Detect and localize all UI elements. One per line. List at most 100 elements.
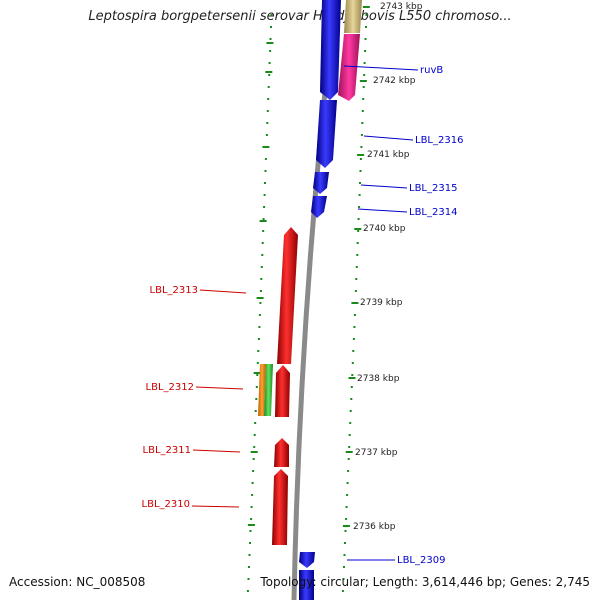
- scale-dot: [343, 566, 345, 568]
- scale-dot: [359, 158, 362, 160]
- gene-tan[interactable]: [344, 0, 362, 33]
- scale-dot: [345, 506, 348, 508]
- gene-label: LBL_2312: [146, 382, 194, 393]
- gene-blue-5[interactable]: [299, 552, 315, 568]
- gene-red-4[interactable]: [272, 469, 288, 545]
- scale-dot: [358, 206, 361, 208]
- kbp-label: 2740 kbp: [363, 224, 406, 234]
- scale-dot: [256, 374, 259, 376]
- scale-dot: [352, 350, 355, 352]
- scale-dot: [360, 146, 363, 148]
- gene-label: LBL_2314: [409, 207, 457, 218]
- scale-dot: [363, 62, 366, 64]
- gene-green[interactable]: [264, 364, 273, 416]
- scale-dot: [352, 338, 355, 340]
- gene-blue-1[interactable]: [320, 0, 341, 100]
- gene-red-2[interactable]: [275, 365, 290, 417]
- scale-dot: [264, 170, 267, 172]
- scale-dot: [362, 86, 365, 88]
- scale-dot: [364, 38, 367, 40]
- scale-dot: [356, 254, 359, 256]
- scale-dot: [267, 98, 270, 100]
- scale-dot: [266, 122, 269, 124]
- scale-dot: [248, 554, 251, 556]
- gene-label: LBL_2311: [143, 445, 191, 456]
- scale-dot: [347, 458, 350, 460]
- scale-dot: [346, 494, 349, 496]
- gene-label: LBL_2313: [150, 285, 198, 296]
- scale-dot: [253, 446, 256, 448]
- scale-dot: [357, 230, 360, 232]
- scale-dot: [355, 278, 358, 280]
- scale-dot: [342, 578, 345, 580]
- scale-dot: [350, 386, 353, 388]
- scale-dot: [355, 266, 358, 268]
- gene-label: LBL_2310: [142, 499, 190, 510]
- kbp-scale: 2743 kbp 2742 kbp 2741 kbp 2740 kbp 2739 kbp…: [353, 2, 423, 532]
- major-tick: [359, 80, 367, 82]
- scale-dot: [349, 410, 352, 412]
- scale-dot: [359, 170, 362, 172]
- scale-dot: [269, 50, 272, 52]
- scale-dot: [351, 374, 354, 376]
- scale-dot: [268, 62, 271, 64]
- scale-dot: [259, 302, 262, 304]
- gene-leader-line: [199, 289, 247, 294]
- gene-red-1[interactable]: [277, 227, 298, 364]
- right-scale-dots: [341, 6, 370, 592]
- scale-dot: [344, 542, 346, 544]
- gene-blue-6[interactable]: [299, 570, 314, 600]
- gene-leader-line: [191, 505, 240, 508]
- gene-label: LBL_2309: [397, 555, 445, 566]
- scale-dot: [261, 254, 264, 256]
- gene-orange[interactable]: [258, 364, 266, 416]
- scale-dot: [256, 362, 259, 364]
- forward-gene-labels: ruvB LBL_2316 LBL_2315 LBL_2314 LBL_2309: [343, 65, 463, 566]
- scale-dot: [260, 278, 263, 280]
- topology-text: Topology: circular; Length: 3,614,446 bp…: [260, 575, 590, 589]
- gene-blue-3[interactable]: [313, 172, 329, 194]
- major-tick: [357, 154, 365, 156]
- scale-dot: [250, 518, 253, 520]
- scale-dot: [252, 458, 255, 460]
- scale-dot: [257, 350, 260, 352]
- scale-dot: [250, 506, 253, 508]
- scale-dot: [268, 74, 271, 76]
- scale-dot: [365, 14, 368, 16]
- scale-dot: [251, 494, 254, 496]
- scale-dot: [345, 518, 348, 520]
- major-tick: [342, 525, 350, 527]
- scale-dot: [258, 314, 261, 316]
- scale-dot: [358, 194, 361, 196]
- scale-dot: [348, 434, 351, 436]
- kbp-label: 2742 kbp: [373, 76, 416, 86]
- major-tick: [253, 372, 261, 374]
- gene-leader-line: [363, 135, 414, 141]
- scale-dot: [351, 362, 354, 364]
- scale-dot: [343, 554, 346, 556]
- gene-red-3[interactable]: [274, 438, 289, 467]
- kbp-label: 2739 kbp: [360, 298, 403, 308]
- major-tick: [266, 42, 274, 44]
- scale-dot: [254, 410, 257, 412]
- gene-blue-4[interactable]: [311, 196, 327, 218]
- gene-leader-line: [357, 208, 408, 213]
- scale-dot: [270, 14, 273, 16]
- scale-dot: [365, 26, 367, 28]
- scale-dot: [262, 230, 265, 232]
- scale-dot: [267, 86, 270, 88]
- scale-dot: [350, 398, 353, 400]
- major-tick: [265, 71, 273, 73]
- major-tick: [354, 228, 362, 230]
- gene-blue-2[interactable]: [316, 100, 337, 168]
- scale-dot: [258, 326, 261, 328]
- gene-magenta[interactable]: [338, 34, 360, 101]
- scale-dot: [254, 422, 257, 424]
- left-scale-dots: [246, 14, 274, 592]
- scale-dot: [266, 110, 269, 112]
- scale-dot: [263, 194, 266, 196]
- scale-dot: [341, 590, 344, 592]
- map-title: Leptospira borgpetersenii serovar Hardjo…: [88, 9, 512, 24]
